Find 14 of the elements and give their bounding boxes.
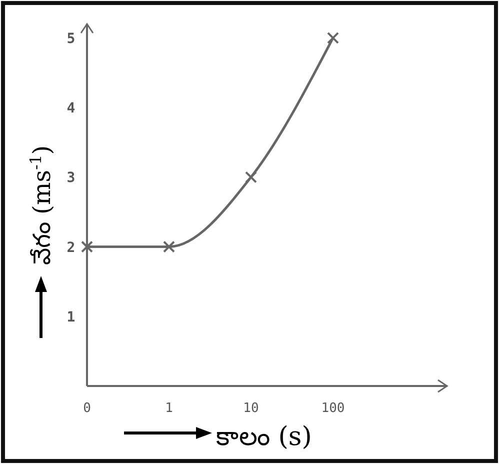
- point: [327, 32, 339, 44]
- x-axis-title: కాలం (s): [216, 422, 312, 452]
- x-tick-label: 1: [165, 401, 173, 416]
- point: [245, 171, 257, 184]
- x-tick-label: 100: [321, 401, 345, 416]
- x-tick-label: 10: [243, 401, 259, 416]
- point: [81, 240, 93, 253]
- y-tick-label: 1: [66, 309, 76, 326]
- y-tick-label: 5: [66, 30, 76, 47]
- y-tick-label: 4: [66, 100, 76, 117]
- point: [163, 240, 175, 253]
- y-tick-label: 2: [66, 240, 76, 256]
- y-tick-label: 3: [66, 170, 76, 186]
- x-tick-label: 0: [83, 401, 91, 416]
